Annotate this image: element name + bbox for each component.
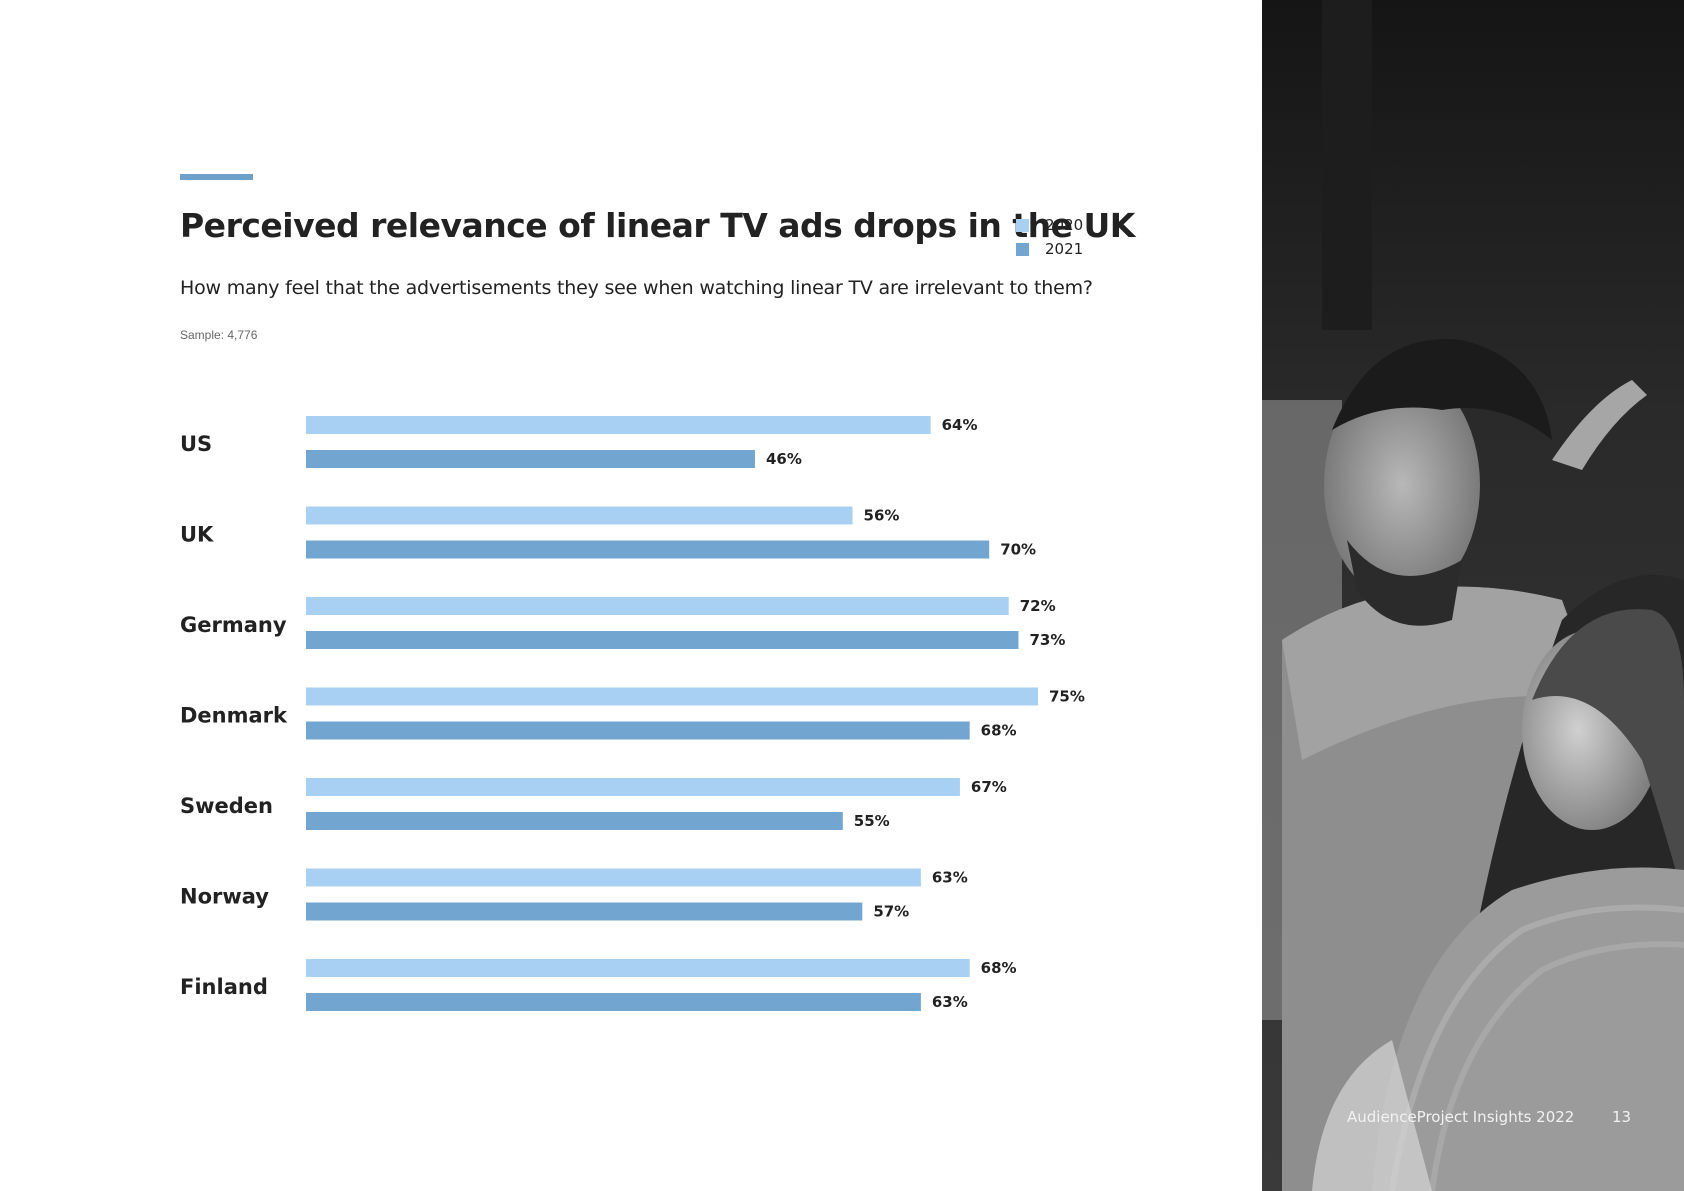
sample-size: Sample: 4,776 xyxy=(180,328,258,342)
bar-2021 xyxy=(306,902,863,921)
category-label: Norway xyxy=(180,885,269,909)
footer-brand: AudienceProject Insights 2022 xyxy=(1347,1108,1575,1126)
category-label: Denmark xyxy=(180,704,288,728)
page-number: 13 xyxy=(1612,1108,1632,1126)
data-label-2020: 56% xyxy=(864,507,900,525)
data-label-2020: 63% xyxy=(932,869,968,887)
legend-swatch-2020 xyxy=(1016,218,1029,232)
category-label: UK xyxy=(180,523,214,547)
bar-2021 xyxy=(306,812,843,830)
category-label: US xyxy=(180,432,212,456)
bar-2020 xyxy=(306,416,931,434)
bar-2020 xyxy=(306,959,970,977)
bar-2020 xyxy=(306,597,1009,615)
category-label: Finland xyxy=(180,975,268,999)
bar-2021 xyxy=(306,631,1019,649)
category-label: Sweden xyxy=(180,794,273,818)
legend-label-2021: 2021 xyxy=(1045,240,1084,258)
couple-watching-tv-photo xyxy=(1262,0,1684,1191)
data-label-2021: 57% xyxy=(873,903,909,921)
legend-item-2020: 2020 xyxy=(1016,213,1083,237)
bar-2021 xyxy=(306,721,970,740)
bar-2020 xyxy=(306,506,853,525)
legend-swatch-2021 xyxy=(1016,242,1029,256)
chart-subtitle: How many feel that the advertisements th… xyxy=(180,277,1093,299)
footer-divider xyxy=(1586,1106,1587,1130)
bar-2021 xyxy=(306,540,990,559)
data-label-2021: 68% xyxy=(981,722,1017,740)
data-label-2021: 63% xyxy=(932,993,968,1011)
data-label-2020: 72% xyxy=(1020,597,1056,615)
data-label-2020: 64% xyxy=(942,416,978,434)
bar-2020 xyxy=(306,868,921,887)
data-label-2020: 68% xyxy=(981,959,1017,977)
data-label-2021: 70% xyxy=(1000,541,1036,559)
data-label-2021: 46% xyxy=(766,450,802,468)
bar-2020 xyxy=(306,778,960,796)
bar-2021 xyxy=(306,450,755,468)
data-label-2021: 73% xyxy=(1029,631,1065,649)
data-label-2020: 67% xyxy=(971,778,1007,796)
bar-2021 xyxy=(306,993,921,1011)
accent-line xyxy=(180,174,253,180)
chart-title: Perceived relevance of linear TV ads dro… xyxy=(180,206,1135,245)
category-label: Germany xyxy=(180,613,287,637)
data-label-2021: 55% xyxy=(854,812,890,830)
bar-chart: US 64% 46% UK 56% 70% Germany 72% 73% Denmark 75% 6… xyxy=(180,416,1085,1011)
bar-2020 xyxy=(306,687,1038,706)
photo-illustration xyxy=(1262,0,1684,1191)
data-label-2020: 75% xyxy=(1049,688,1085,706)
legend-label-2020: 2020 xyxy=(1045,216,1084,234)
legend: 2020 2021 xyxy=(1016,213,1083,261)
legend-item-2021: 2021 xyxy=(1016,237,1083,261)
